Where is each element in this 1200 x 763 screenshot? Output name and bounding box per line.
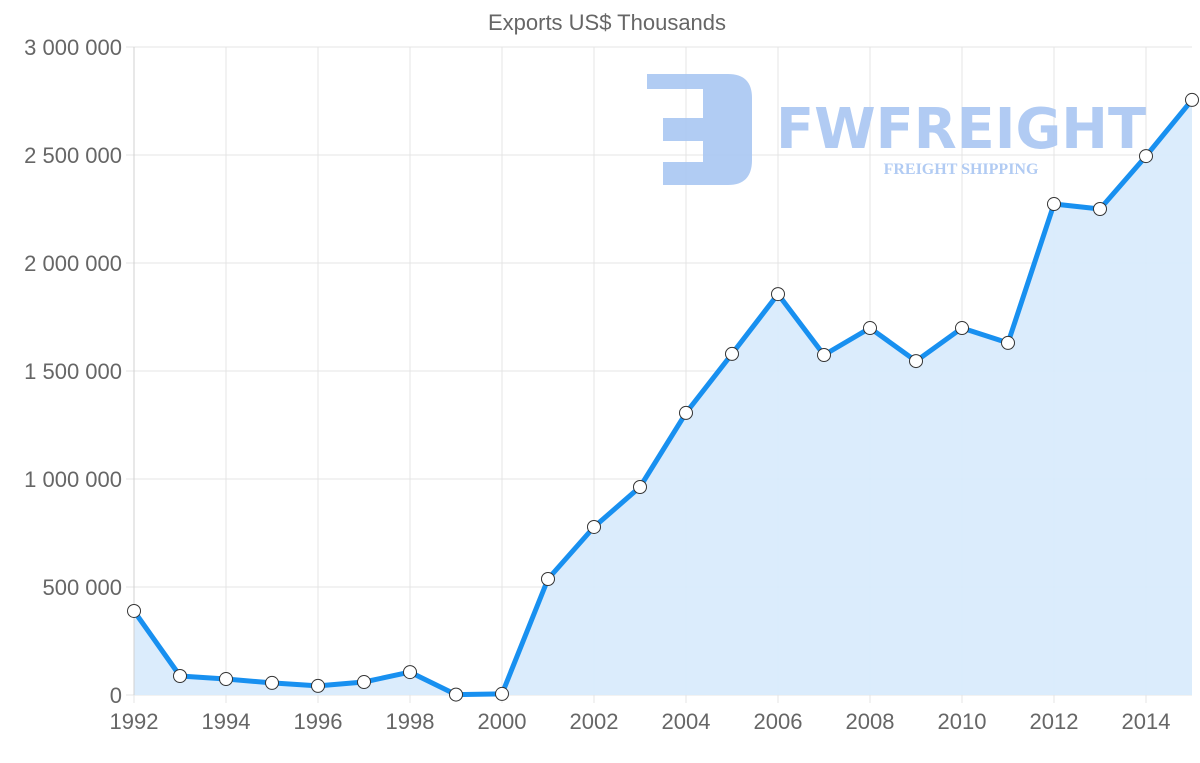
data-point bbox=[633, 479, 647, 494]
data-point bbox=[403, 665, 417, 680]
x-tick-label: 1992 bbox=[110, 709, 159, 734]
x-tick-label: 2002 bbox=[570, 709, 619, 734]
series-points bbox=[127, 92, 1199, 702]
x-tick-label: 2012 bbox=[1030, 709, 1079, 734]
data-point bbox=[955, 321, 969, 336]
series-area bbox=[131, 98, 1194, 698]
data-point bbox=[173, 668, 187, 683]
logo-mark-icon bbox=[647, 74, 752, 185]
data-point bbox=[219, 672, 233, 687]
x-tick-label: 2014 bbox=[1122, 709, 1171, 734]
y-tick-label: 3 000 000 bbox=[24, 35, 122, 60]
y-tick-label: 0 bbox=[110, 683, 122, 708]
data-point bbox=[1093, 202, 1107, 216]
chart-title: Exports US$ Thousands bbox=[488, 10, 726, 35]
x-tick-label: 2006 bbox=[754, 709, 803, 734]
watermark-brand: FWFREIGHT bbox=[776, 97, 1146, 162]
data-point bbox=[817, 348, 831, 363]
x-tick-label: 1998 bbox=[386, 709, 435, 734]
x-tick-label: 2004 bbox=[662, 709, 711, 734]
y-tick-label: 500 000 bbox=[42, 575, 122, 600]
data-point bbox=[265, 675, 279, 690]
x-tick-label: 2008 bbox=[846, 709, 895, 734]
data-point bbox=[863, 321, 877, 336]
x-tick-label: 2010 bbox=[938, 709, 987, 734]
x-tick-label: 1996 bbox=[294, 709, 343, 734]
series-fill bbox=[134, 99, 1192, 695]
y-tick-label: 1 500 000 bbox=[24, 359, 122, 384]
x-tick-label: 1994 bbox=[202, 709, 251, 734]
data-point bbox=[587, 519, 601, 534]
data-point bbox=[909, 354, 923, 369]
data-point bbox=[771, 287, 785, 302]
series-line bbox=[131, 98, 1194, 698]
data-point bbox=[1047, 197, 1061, 212]
data-point bbox=[357, 675, 371, 690]
data-point bbox=[1185, 92, 1199, 107]
data-point bbox=[311, 678, 325, 693]
data-point bbox=[1139, 149, 1153, 164]
fwfreight-watermark-logo: FWFREIGHT FREIGHT SHIPPING bbox=[647, 74, 1146, 185]
data-point bbox=[495, 686, 509, 701]
data-point bbox=[725, 346, 739, 361]
x-tick-label: 2000 bbox=[478, 709, 527, 734]
watermark-tagline: FREIGHT SHIPPING bbox=[884, 161, 1039, 178]
y-tick-label: 2 000 000 bbox=[24, 251, 122, 276]
y-tick-label: 1 000 000 bbox=[24, 467, 122, 492]
data-point bbox=[679, 405, 693, 420]
data-point bbox=[127, 603, 141, 618]
axes: 0 500 000 1 000 000 1 500 000 2 000 000 2 500… bbox=[24, 35, 1170, 734]
y-tick-label: 2 500 000 bbox=[24, 143, 122, 168]
data-point bbox=[541, 572, 555, 587]
data-point bbox=[449, 687, 463, 702]
data-point bbox=[1001, 335, 1015, 350]
